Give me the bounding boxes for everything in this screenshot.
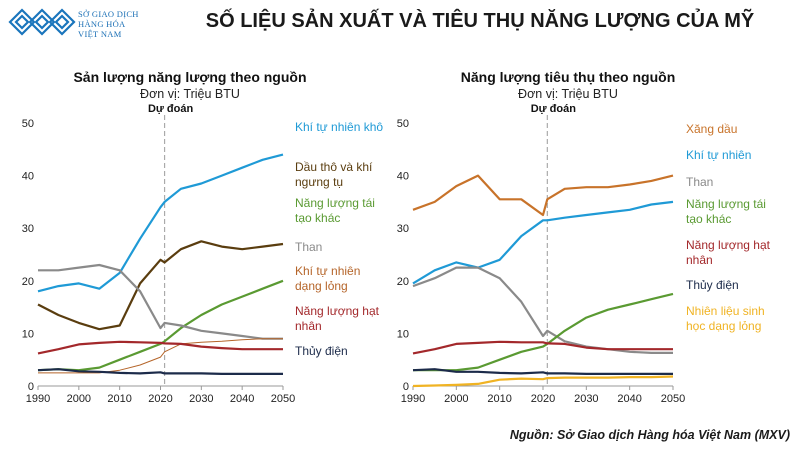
source: Nguồn: Sở Giao dịch Hàng hóa Việt Nam (M…: [509, 428, 790, 442]
logo-text: VIỆT NAM: [78, 29, 122, 39]
forecast-label: Dự đoán: [531, 103, 577, 115]
legend-label: Nhiên liệu sinh học dạng lỏng: [686, 304, 765, 333]
x-tick-label: 2040: [230, 393, 254, 405]
y-tick-label: 10: [22, 328, 34, 340]
y-tick-label: 40: [397, 171, 409, 183]
chart-subtitle: Đơn vị: Triệu BTU: [518, 87, 618, 101]
chart-title: Năng lượng tiêu thụ theo nguồn: [461, 69, 676, 85]
x-tick-label: 2000: [67, 393, 91, 405]
y-tick-label: 30: [22, 223, 34, 235]
legend-label: Khí tự nhiên: [686, 148, 752, 162]
legend-label: Than: [295, 240, 323, 254]
y-tick-label: 20: [397, 276, 409, 288]
x-tick-label: 1990: [401, 393, 425, 405]
series-line: [412, 368, 673, 375]
logo-text: SỞ GIAO DỊCH: [78, 9, 139, 19]
y-tick-label: 20: [22, 276, 34, 288]
legend-label: Năng lượng hạt nhân: [295, 304, 379, 333]
legend-label: Năng lượng hạt nhân: [686, 238, 770, 267]
series-line: [412, 200, 674, 285]
series-line: [412, 375, 674, 388]
series-line: [413, 292, 674, 372]
chart-title: Sản lượng năng lượng theo nguồn: [73, 69, 306, 85]
series-line: [38, 338, 283, 374]
legend-label: Khí tự nhiên dạng lỏng: [295, 264, 361, 293]
x-tick-label: 1990: [26, 393, 50, 405]
legend-label: Dầu thô và khí ngưng tụ: [295, 160, 373, 189]
series-line: [412, 174, 674, 217]
series-line: [412, 266, 673, 354]
x-tick-label: 2020: [531, 393, 555, 405]
chart-subtitle: Đơn vị: Triệu BTU: [140, 87, 240, 101]
legend-label: Xăng dầu: [686, 122, 738, 136]
legend-label: Năng lượng tái tạo khác: [686, 197, 766, 226]
x-tick-label: 2010: [487, 393, 511, 405]
legend-label: Thủy điện: [295, 344, 348, 358]
series-line: [37, 153, 284, 293]
series-line: [412, 340, 673, 355]
series-line: [37, 240, 284, 331]
x-tick-label: 2030: [189, 393, 213, 405]
y-tick-label: 30: [397, 223, 409, 235]
x-tick-label: 2040: [617, 393, 641, 405]
legend-label: Khí tự nhiên khô: [295, 120, 384, 134]
y-tick-label: 40: [22, 171, 34, 183]
x-tick-label: 2030: [574, 393, 598, 405]
series-line: [38, 263, 283, 340]
series-line: [37, 340, 283, 355]
legend-label: Năng lượng tái tạo khác: [295, 196, 375, 225]
legend-label: Than: [686, 175, 714, 189]
x-tick-label: 2050: [271, 393, 295, 405]
x-tick-label: 2000: [444, 393, 468, 405]
y-tick-label: 10: [397, 328, 409, 340]
y-tick-label: 0: [403, 381, 409, 393]
forecast-label: Dự đoán: [148, 103, 194, 115]
y-tick-label: 0: [28, 381, 34, 393]
series-line: [37, 368, 283, 375]
y-tick-label: 50: [397, 118, 409, 130]
legend-label: Thủy điện: [686, 278, 739, 292]
x-tick-label: 2020: [148, 393, 172, 405]
logo-mark: [8, 8, 76, 36]
y-tick-label: 50: [22, 118, 34, 130]
logo-text: HÀNG HÓA: [78, 19, 126, 29]
x-tick-label: 2050: [661, 393, 685, 405]
page-title: SỐ LIỆU SẢN XUẤT VÀ TIÊU THỤ NĂNG LƯỢNG …: [205, 10, 755, 32]
x-tick-label: 2010: [107, 393, 131, 405]
